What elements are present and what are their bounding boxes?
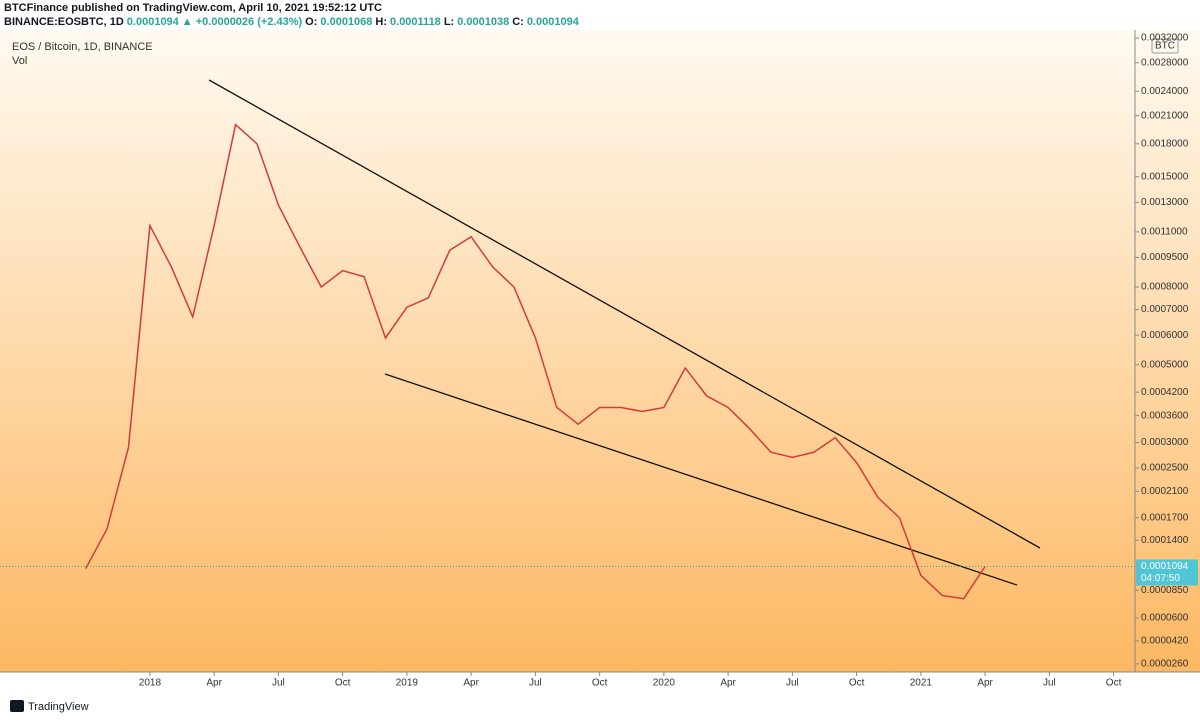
x-tick-label: Oct	[849, 678, 865, 689]
plot-background	[0, 30, 1200, 672]
y-tick-label: 0.0032000	[1141, 33, 1189, 44]
y-tick-label: 0.0004200	[1141, 387, 1189, 398]
y-tick-label: 0.0000420	[1141, 636, 1189, 647]
x-tick-label: 2021	[910, 678, 933, 689]
logo	[10, 700, 24, 712]
low: 0.0001038	[457, 16, 510, 28]
last: 0.0001094	[126, 16, 179, 28]
y-tick-label: 0.0024000	[1141, 86, 1189, 97]
open-label: O:	[305, 16, 318, 28]
ohlc-line: BINANCE:EOSBTC, 1D 0.0001094 ▲ +0.0000026 …	[4, 16, 582, 28]
y-tick-label: 0.0000850	[1141, 585, 1189, 596]
y-tick-label: 0.0002500	[1141, 463, 1189, 474]
low-label: L:	[443, 16, 455, 28]
price-line	[84, 123, 986, 600]
x-tick-label: Jul	[529, 678, 542, 689]
x-tick-label: Oct	[335, 678, 351, 689]
currency-badge	[1151, 38, 1179, 54]
y-tick-label: 0.0001400	[1141, 535, 1189, 546]
x-tick-label: Jul	[786, 678, 799, 689]
y-tick-label: 0.0005000	[1141, 359, 1189, 370]
x-tick-label: Apr	[463, 678, 479, 689]
y-tick-label: 0.0009500	[1141, 252, 1189, 263]
x-tick-label: Apr	[720, 678, 736, 689]
price-label: 0.0001094	[1141, 561, 1189, 572]
legend-volume: Vol	[12, 55, 27, 67]
high: 0.0001118	[390, 16, 441, 28]
close: 0.0001094	[526, 16, 579, 28]
y-tick-label: 0.0001700	[1141, 512, 1189, 523]
price-label-box	[1136, 559, 1198, 586]
publisher-line: BTCFinance published on TradingView.com,…	[4, 2, 382, 14]
x-tick-label: Oct	[1106, 678, 1122, 689]
y-tick-label: 0.0007000	[1141, 304, 1189, 315]
publisher: BTCFinance published on TradingView.com,…	[4, 2, 382, 14]
trendline-upper	[208, 79, 1041, 549]
y-tick-label: 0.0000260	[1141, 658, 1189, 669]
symbol: BINANCE:EOSBTC, 1D	[4, 16, 124, 28]
x-tick-label: Jul	[272, 678, 285, 689]
y-tick-label: 0.0006000	[1141, 330, 1189, 341]
y-tick-label: 0.0002100	[1141, 486, 1189, 497]
close-label: C:	[512, 16, 524, 28]
y-tick-label: 0.0028000	[1141, 57, 1189, 68]
y-tick-label: 0.0011000	[1141, 227, 1188, 238]
x-tick-label: 2018	[139, 678, 162, 689]
y-tick-label: 0.0003600	[1141, 410, 1189, 421]
x-tick-label: 2019	[396, 678, 419, 689]
x-tick-label: Jul	[1043, 678, 1056, 689]
y-tick-label: 0.0003000	[1141, 437, 1189, 448]
change: ▲ +0.0000026 (+2.43%)	[181, 16, 303, 28]
y-tick-label: 0.0000600	[1141, 613, 1189, 624]
x-tick-label: Oct	[592, 678, 608, 689]
countdown: 04:07:50	[1141, 573, 1180, 584]
y-tick-label: 0.0013000	[1141, 197, 1189, 208]
y-tick-label: 0.0008000	[1141, 282, 1189, 293]
currency-text: BTC	[1155, 41, 1175, 52]
y-tick-label: 0.0015000	[1141, 171, 1189, 182]
x-tick-label: Apr	[206, 678, 222, 689]
footer-brand: TradingView	[28, 701, 89, 713]
x-tick-label: Apr	[977, 678, 993, 689]
x-tick-label: 2020	[653, 678, 676, 689]
y-tick-label: 0.0021000	[1141, 110, 1189, 121]
high-label: H:	[375, 16, 388, 28]
y-tick-label: 0.0018000	[1141, 138, 1189, 149]
open: 0.0001068	[320, 16, 373, 28]
legend-series: EOS / Bitcoin, 1D, BINANCE	[12, 41, 153, 53]
